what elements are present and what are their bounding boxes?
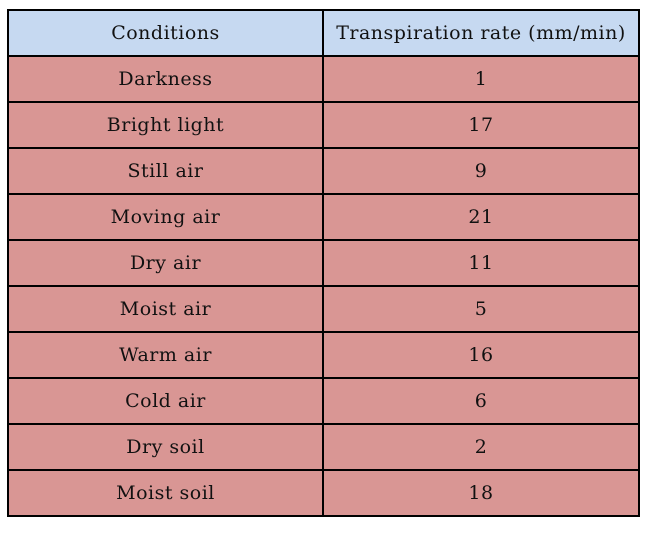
transpiration-table: Conditions Transpiration rate (mm/min) D…	[7, 9, 640, 517]
rate-cell: 6	[322, 377, 640, 425]
rate-cell: 17	[322, 101, 640, 149]
condition-cell: Dry air	[7, 239, 324, 287]
table-header: Conditions Transpiration rate (mm/min)	[7, 9, 640, 57]
condition-cell: Darkness	[7, 55, 324, 103]
column-header-transpiration-rate: Transpiration rate (mm/min)	[322, 9, 640, 57]
condition-cell: Dry soil	[7, 423, 324, 471]
rate-cell: 21	[322, 193, 640, 241]
rate-cell: 2	[322, 423, 640, 471]
table-row: Dry air 11	[7, 239, 640, 287]
table-row: Moist air 5	[7, 285, 640, 333]
rate-cell: 5	[322, 285, 640, 333]
table-row: Cold air 6	[7, 377, 640, 425]
condition-cell: Moist soil	[7, 469, 324, 517]
table-row: Darkness 1	[7, 55, 640, 103]
condition-cell: Moving air	[7, 193, 324, 241]
condition-cell: Moist air	[7, 285, 324, 333]
rate-cell: 16	[322, 331, 640, 379]
condition-cell: Warm air	[7, 331, 324, 379]
rate-cell: 9	[322, 147, 640, 195]
table-row: Moist soil 18	[7, 469, 640, 517]
rate-cell: 11	[322, 239, 640, 287]
rate-cell: 18	[322, 469, 640, 517]
column-header-conditions: Conditions	[7, 9, 324, 57]
table-row: Moving air 21	[7, 193, 640, 241]
rate-cell: 1	[322, 55, 640, 103]
condition-cell: Still air	[7, 147, 324, 195]
condition-cell: Cold air	[7, 377, 324, 425]
condition-cell: Bright light	[7, 101, 324, 149]
table-row: Bright light 17	[7, 101, 640, 149]
table-row: Still air 9	[7, 147, 640, 195]
table-row: Warm air 16	[7, 331, 640, 379]
data-table-container: Conditions Transpiration rate (mm/min) D…	[7, 9, 640, 517]
table-row: Dry soil 2	[7, 423, 640, 471]
header-row: Conditions Transpiration rate (mm/min)	[7, 9, 640, 57]
table-body: Darkness 1 Bright light 17 Still air 9 M…	[7, 55, 640, 517]
